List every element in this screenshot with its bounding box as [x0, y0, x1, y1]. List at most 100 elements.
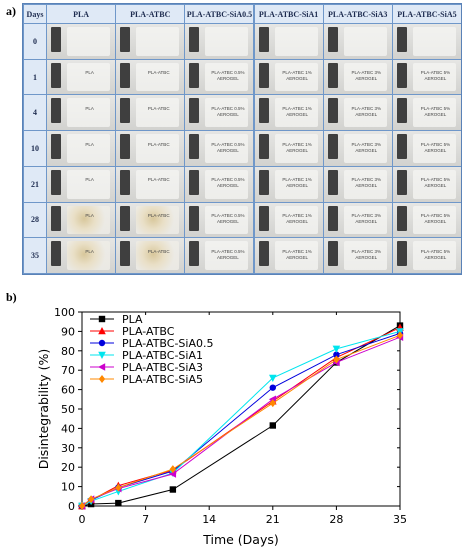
- day-label: 1: [24, 59, 46, 95]
- sample-film: [343, 169, 387, 199]
- sample-photo: PLA-ATBC 5% AEROGEL: [392, 95, 461, 131]
- sample-label: PLA-ATBC 5% AEROGEL: [420, 177, 451, 189]
- x-tick-label: 21: [266, 513, 280, 526]
- sample-label: PLA-ATBC 3% AEROGEL: [351, 212, 381, 224]
- sample-holder-tab: [396, 134, 407, 160]
- sample-film: [274, 134, 318, 163]
- sample-photo: PLA-ATBC: [116, 131, 185, 166]
- x-tick-label: 35: [393, 513, 407, 526]
- sample-holder-tab: [396, 98, 407, 124]
- table-corner-header: Days: [24, 5, 46, 23]
- sample-film: [343, 27, 387, 56]
- legend-marker: [98, 315, 106, 323]
- sample-photo: PLA: [47, 95, 116, 131]
- data-point: [269, 422, 276, 429]
- column-header: PLA-ATBC-SiA1: [254, 5, 323, 23]
- sample-holder-tab: [327, 62, 338, 88]
- sample-label: PLA: [85, 105, 94, 111]
- sample-label: PLA: [85, 177, 94, 183]
- sample-holder-tab: [120, 169, 131, 195]
- sample-film: [67, 27, 111, 56]
- data-point: [269, 384, 276, 391]
- sample-film: [205, 98, 249, 128]
- y-axis-label: Disintegrability (%): [36, 349, 51, 470]
- sample-film: [343, 62, 387, 92]
- sample-film: [343, 241, 387, 270]
- sample-holder-tab: [327, 134, 338, 160]
- sample-holder-tab: [189, 98, 200, 124]
- y-tick-label: 60: [61, 384, 75, 397]
- sample-photo: PLA-ATBC 0.5% AEROGEL: [185, 166, 254, 202]
- sample-holder-tab: [327, 27, 338, 52]
- sample-photo: PLA-ATBC 1% AEROGEL: [254, 131, 323, 166]
- sample-holder-tab: [51, 98, 61, 124]
- y-tick-label: 80: [61, 345, 75, 358]
- sample-film: [205, 241, 249, 270]
- panel-b-label: b): [6, 290, 17, 304]
- sample-photo: [116, 24, 185, 59]
- legend-marker: [98, 375, 106, 383]
- sample-holder-tab: [189, 134, 200, 160]
- sample-film: [274, 241, 318, 270]
- sample-film: [205, 205, 249, 235]
- data-point: [269, 399, 276, 408]
- sample-photo: PLA-ATBC 0.5% AEROGEL: [185, 202, 254, 238]
- sample-film: [343, 134, 387, 163]
- sample-film: [412, 98, 456, 128]
- data-point: [169, 465, 177, 474]
- sample-film: [136, 205, 180, 235]
- sample-film: [274, 98, 318, 128]
- sample-film: [205, 27, 249, 56]
- sample-holder-tab: [258, 134, 269, 160]
- sample-label: PLA-ATBC 3% AEROGEL: [351, 177, 381, 189]
- x-axis-label: Time (Days): [202, 532, 279, 547]
- sample-film: [412, 62, 456, 92]
- sample-film: [67, 62, 111, 92]
- sample-photo: [254, 24, 323, 59]
- sample-label: PLA: [85, 141, 94, 147]
- legend-label: PLA-ATBC-SiA5: [122, 373, 203, 386]
- sample-holder-tab: [120, 134, 131, 160]
- sample-film: [274, 205, 318, 235]
- sample-photo: PLA-ATBC: [116, 166, 185, 202]
- sample-photo: PLA-ATBC 0.5% AEROGEL: [185, 131, 254, 166]
- sample-holder-tab: [396, 62, 407, 88]
- sample-label: PLA-ATBC: [147, 141, 170, 147]
- sample-holder-tab: [51, 241, 61, 267]
- sample-photo: PLA-ATBC 5% AEROGEL: [392, 166, 461, 202]
- sample-photo: PLA-ATBC 1% AEROGEL: [254, 238, 323, 273]
- y-tick-label: 20: [61, 461, 75, 474]
- sample-film: [67, 169, 111, 199]
- sample-film: [343, 98, 387, 128]
- sample-label: PLA-ATBC: [147, 70, 170, 76]
- sample-label: PLA-ATBC 5% AEROGEL: [420, 70, 451, 82]
- sample-holder-tab: [258, 27, 269, 52]
- sample-holder-tab: [396, 27, 407, 52]
- sample-holder-tab: [396, 169, 407, 195]
- sample-label: PLA-ATBC 5% AEROGEL: [420, 248, 451, 260]
- sample-label: PLA-ATBC 1% AEROGEL: [282, 141, 312, 153]
- data-point: [87, 495, 95, 504]
- day-label: 28: [24, 202, 46, 238]
- y-tick-label: 10: [61, 481, 75, 494]
- sample-photo: PLA-ATBC: [116, 95, 185, 131]
- sample-label: PLA-ATBC: [147, 248, 170, 254]
- sample-photo: PLA-ATBC 3% AEROGEL: [323, 59, 392, 95]
- sample-holder-tab: [51, 169, 61, 195]
- sample-label: PLA: [85, 248, 94, 254]
- data-point: [168, 470, 177, 478]
- data-point: [396, 331, 404, 340]
- sample-film: [412, 205, 456, 235]
- data-point: [115, 499, 122, 507]
- sample-photo: PLA-ATBC 1% AEROGEL: [254, 95, 323, 131]
- sample-holder-tab: [120, 241, 131, 267]
- legend-label: PLA-ATBC: [122, 325, 175, 338]
- sample-holder-tab: [189, 241, 200, 267]
- y-tick-label: 90: [61, 325, 75, 338]
- panel-a-label: a): [6, 4, 16, 18]
- sample-holder-tab: [396, 205, 407, 231]
- sample-photo: PLA-ATBC 5% AEROGEL: [392, 131, 461, 166]
- x-tick-label: 14: [202, 513, 216, 526]
- sample-holder-tab: [51, 62, 61, 88]
- legend-marker: [98, 351, 106, 359]
